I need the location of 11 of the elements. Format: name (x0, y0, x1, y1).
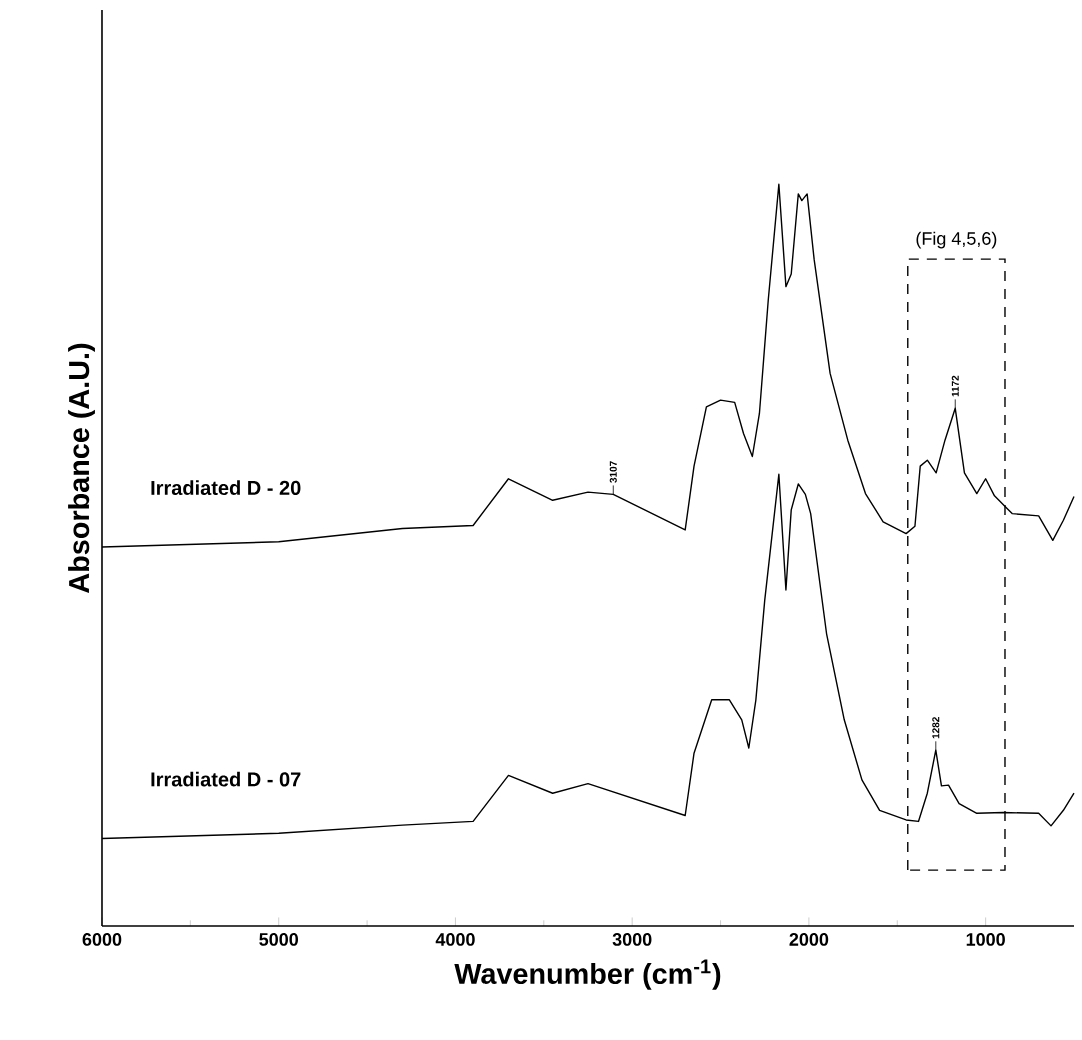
x-tick-label: 4000 (435, 933, 475, 946)
x-axis-title: Wavenumber (cm$^{-1}$) (454, 959, 721, 990)
x-tick-label: 2000 (789, 933, 829, 946)
x-tick-label: 5000 (259, 933, 299, 946)
x-tick-label: 1000 (966, 933, 1005, 946)
text: Irradiated D - 07 (151, 771, 301, 787)
x-tick-label: 3000 (612, 933, 652, 946)
x-tick-label: 6000 (82, 933, 122, 946)
text: Irradiated D - 20 (151, 480, 301, 495)
annotation: (Fig 4,5,6) (916, 231, 997, 249)
y-axis-title: Absorbance (A.U.) (68, 343, 95, 593)
